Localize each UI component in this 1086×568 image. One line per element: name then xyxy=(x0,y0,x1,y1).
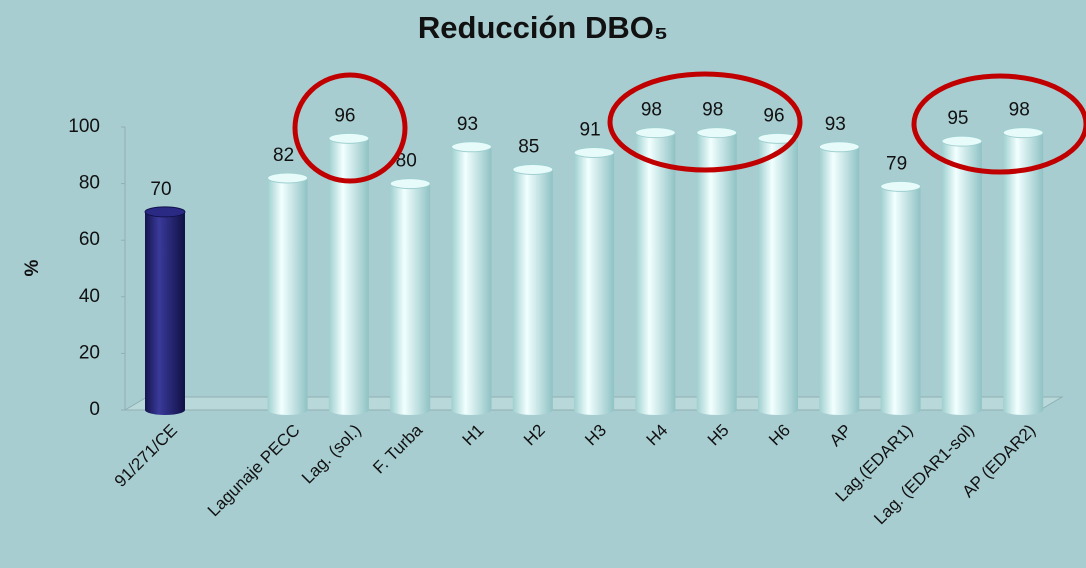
bar xyxy=(328,138,369,410)
bar xyxy=(880,186,921,410)
y-tick-label: 20 xyxy=(79,342,100,363)
y-tick-label: 100 xyxy=(68,116,100,137)
bar-top xyxy=(573,146,615,158)
bar xyxy=(1003,132,1044,410)
bar xyxy=(758,138,798,410)
value-label: 96 xyxy=(334,105,355,126)
bar xyxy=(635,132,676,410)
highlight-circle xyxy=(607,71,803,173)
bar xyxy=(574,152,615,410)
bar-top xyxy=(267,172,309,184)
bar-top xyxy=(757,132,799,144)
bar-top xyxy=(880,180,922,192)
y-tick-label: 40 xyxy=(79,286,100,307)
value-label: 93 xyxy=(457,114,478,135)
bar xyxy=(696,132,737,410)
bar-top xyxy=(941,135,983,147)
value-label: 80 xyxy=(396,151,417,172)
highlight-circle xyxy=(292,72,408,184)
value-label: 91 xyxy=(580,119,601,140)
bar xyxy=(267,177,308,410)
bar xyxy=(941,141,982,410)
bar xyxy=(145,211,185,410)
value-label: 98 xyxy=(1009,100,1030,121)
bar xyxy=(819,146,860,410)
bar-top xyxy=(328,132,370,144)
value-label: 70 xyxy=(150,179,171,200)
bar-top xyxy=(451,141,492,153)
value-label: 82 xyxy=(273,145,294,166)
value-label: 79 xyxy=(886,153,907,174)
y-tick-label: 0 xyxy=(89,399,100,420)
bar-top xyxy=(818,141,860,153)
value-label: 95 xyxy=(947,108,968,129)
bar-top xyxy=(1002,127,1044,139)
value-label: 85 xyxy=(518,136,539,157)
bar xyxy=(390,183,431,410)
chart-title: Reducción DBO₅ xyxy=(418,10,668,45)
y-axis-label: % xyxy=(22,259,43,276)
bar-top xyxy=(696,127,738,139)
value-label: 98 xyxy=(702,100,723,121)
value-label: 96 xyxy=(763,105,784,126)
bar xyxy=(451,146,492,410)
bar xyxy=(512,169,553,410)
bar-top xyxy=(512,163,554,175)
y-tick-label: 60 xyxy=(79,229,100,250)
value-label: 98 xyxy=(641,100,662,121)
value-label: 93 xyxy=(825,114,846,135)
bar-top xyxy=(634,127,676,139)
highlight-circle xyxy=(911,73,1086,175)
bar-top xyxy=(144,206,186,218)
y-tick-label: 80 xyxy=(79,173,100,194)
bar-top xyxy=(389,178,431,190)
